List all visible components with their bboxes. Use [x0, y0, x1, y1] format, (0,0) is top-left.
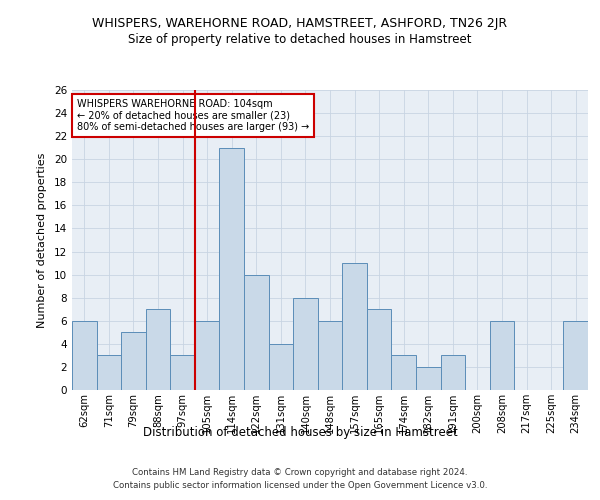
Text: WHISPERS WAREHORNE ROAD: 104sqm
← 20% of detached houses are smaller (23)
80% of: WHISPERS WAREHORNE ROAD: 104sqm ← 20% of… — [77, 99, 310, 132]
Bar — [563, 321, 588, 390]
Bar — [220, 148, 244, 390]
Text: Contains HM Land Registry data © Crown copyright and database right 2024.: Contains HM Land Registry data © Crown c… — [132, 468, 468, 477]
Bar — [293, 298, 318, 390]
Bar — [244, 274, 269, 390]
Text: WHISPERS, WAREHORNE ROAD, HAMSTREET, ASHFORD, TN26 2JR: WHISPERS, WAREHORNE ROAD, HAMSTREET, ASH… — [92, 18, 508, 30]
Bar — [391, 356, 416, 390]
Bar — [440, 356, 465, 390]
Bar — [416, 367, 440, 390]
Bar — [97, 356, 121, 390]
Bar — [490, 321, 514, 390]
Bar — [269, 344, 293, 390]
Bar — [367, 309, 391, 390]
Text: Contains public sector information licensed under the Open Government Licence v3: Contains public sector information licen… — [113, 480, 487, 490]
Bar — [195, 321, 220, 390]
Text: Distribution of detached houses by size in Hamstreet: Distribution of detached houses by size … — [143, 426, 457, 439]
Bar — [342, 263, 367, 390]
Text: Size of property relative to detached houses in Hamstreet: Size of property relative to detached ho… — [128, 32, 472, 46]
Bar — [146, 309, 170, 390]
Bar — [318, 321, 342, 390]
Bar — [121, 332, 146, 390]
Bar — [170, 356, 195, 390]
Bar — [72, 321, 97, 390]
Y-axis label: Number of detached properties: Number of detached properties — [37, 152, 47, 328]
